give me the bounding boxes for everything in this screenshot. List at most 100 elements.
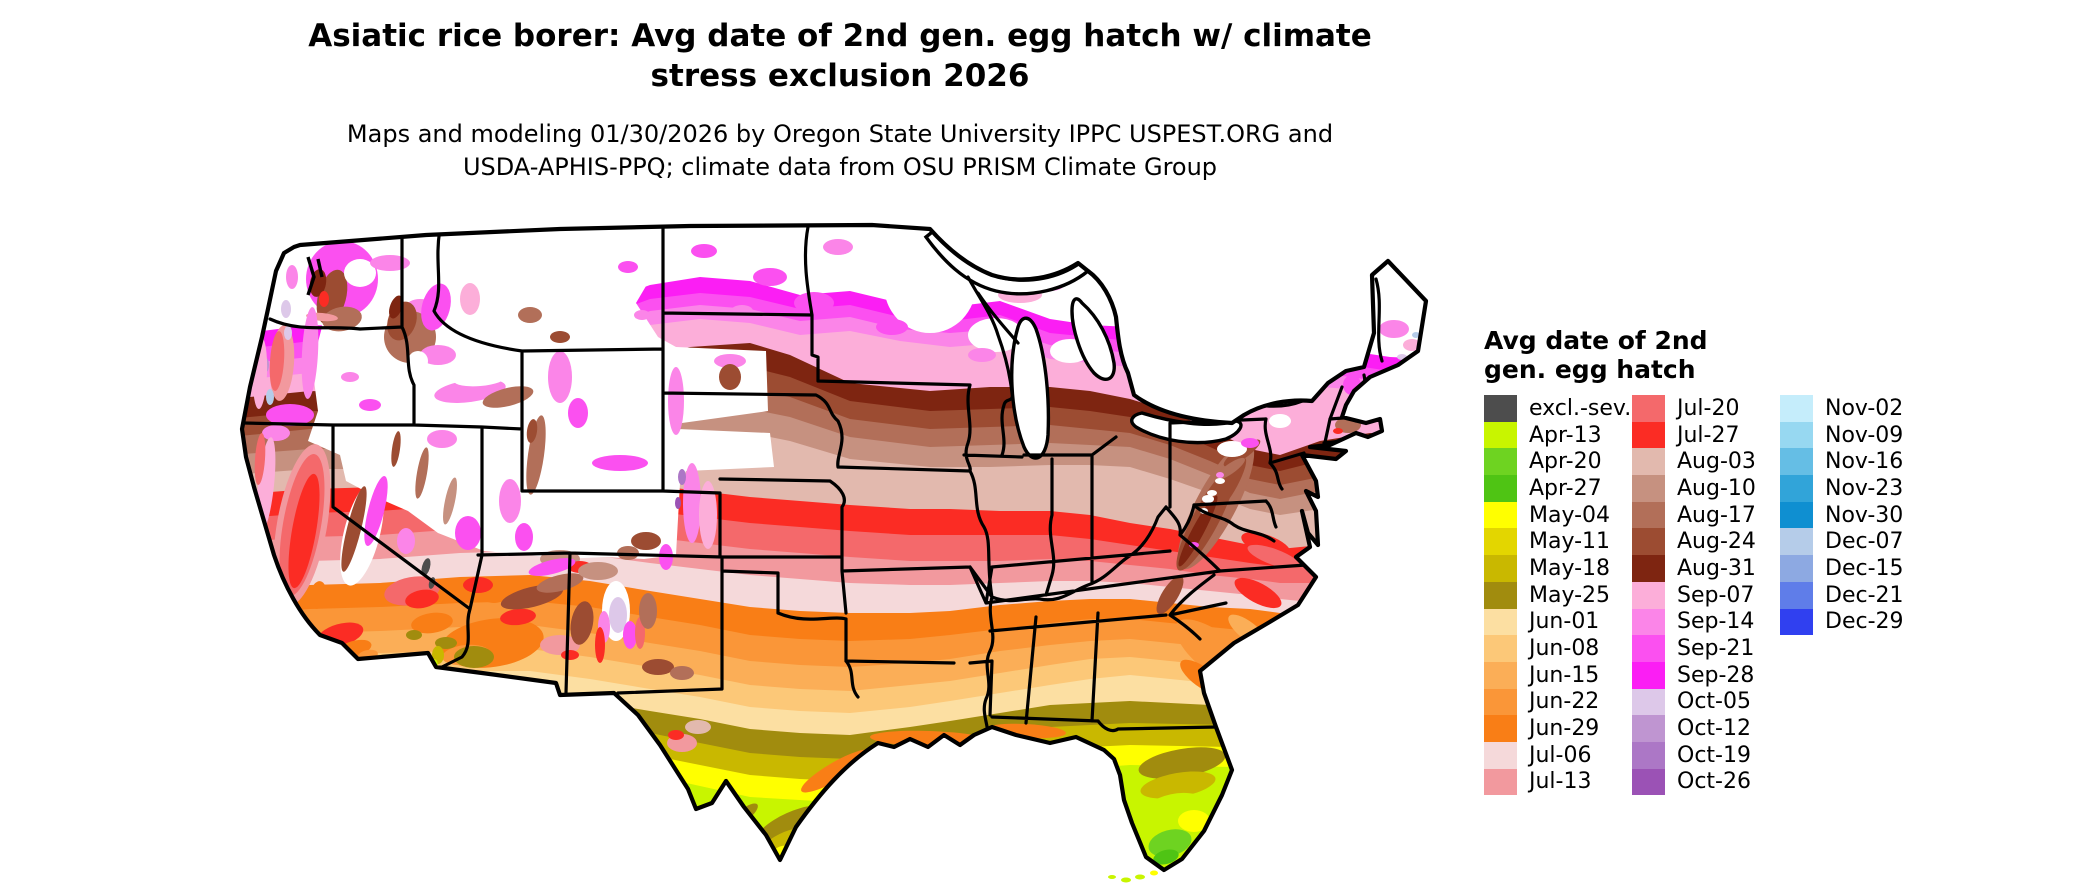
legend-swatch-sep07 (1632, 581, 1665, 609)
legend-label-aug03: Aug-03 (1677, 449, 1756, 475)
legend-entry-oct12: Oct-12 (1632, 715, 1780, 742)
legend-label-aug24: Aug-24 (1677, 529, 1756, 555)
legend-label-jul20: Jul-20 (1677, 395, 1740, 421)
title-line-1: Asiatic rice borer: Avg date of 2nd gen.… (308, 18, 1372, 54)
legend-entry-oct19: Oct-19 (1632, 741, 1780, 769)
legend-label-jul13: Jul-13 (1529, 769, 1592, 795)
legend-swatch-nov30 (1780, 501, 1813, 529)
legend-label-dec29: Dec-29 (1825, 609, 1904, 635)
legend-swatch-may11 (1484, 528, 1517, 556)
legend-entry-dec29: Dec-29 (1780, 608, 1928, 636)
legend-label-dec21: Dec-21 (1825, 582, 1904, 608)
legend-swatch-jun15 (1484, 661, 1517, 689)
legend-entry-apr27: Apr-27 (1484, 475, 1632, 502)
legend-label-dec15: Dec-15 (1825, 555, 1904, 581)
legend-swatch-aug10 (1632, 475, 1665, 502)
legend-entry-excl_sev: excl.-sev. (1484, 395, 1632, 422)
legend-swatch-may25 (1484, 581, 1517, 609)
legend-swatch-sep14 (1632, 608, 1665, 636)
legend-swatch-aug17 (1632, 501, 1665, 529)
legend-swatch-oct12 (1632, 715, 1665, 742)
legend-swatch-jun29 (1484, 715, 1517, 742)
legend-entry-jul27: Jul-27 (1632, 421, 1780, 449)
legend-entry-oct05: Oct-05 (1632, 688, 1780, 716)
legend-label-oct26: Oct-26 (1677, 769, 1751, 795)
legend-entry-aug17: Aug-17 (1632, 501, 1780, 529)
legend-label-jun29: Jun-29 (1529, 716, 1600, 742)
legend-label-excl_sev: excl.-sev. (1529, 395, 1632, 421)
legend-swatch-jul20 (1632, 395, 1665, 422)
map-west-terrain (252, 229, 774, 752)
figure-header: Asiatic rice borer: Avg date of 2nd gen.… (0, 16, 1680, 184)
legend-label-aug10: Aug-10 (1677, 475, 1756, 501)
us-map (239, 222, 1429, 883)
legend-label-nov02: Nov-02 (1825, 395, 1904, 421)
legend-label-jul27: Jul-27 (1677, 422, 1740, 448)
lake-huron (1070, 297, 1116, 382)
legend-swatch-aug24 (1632, 528, 1665, 556)
legend-column-1: excl.-sev. Apr-13 Apr-20 Apr-27 May-04 May-11… (1484, 395, 1632, 796)
legend-label-may25: May-25 (1529, 582, 1611, 608)
legend-entry-aug10: Aug-10 (1632, 475, 1780, 502)
legend-swatch-jul06 (1484, 741, 1517, 769)
legend-swatch-sep28 (1632, 661, 1665, 689)
legend: Avg date of 2nd gen. egg hatch excl.-sev… (1484, 326, 1928, 796)
legend-swatch-dec21 (1780, 581, 1813, 609)
legend-label-dec07: Dec-07 (1825, 529, 1904, 555)
legend-swatch-nov09 (1780, 421, 1813, 449)
legend-entry-aug03: Aug-03 (1632, 448, 1780, 476)
legend-entry-apr20: Apr-20 (1484, 448, 1632, 476)
legend-swatch-jun08 (1484, 635, 1517, 662)
legend-entry-jul20: Jul-20 (1632, 395, 1780, 422)
legend-entry-sep21: Sep-21 (1632, 635, 1780, 662)
legend-label-sep07: Sep-07 (1677, 582, 1755, 608)
legend-entry-dec15: Dec-15 (1780, 555, 1928, 582)
legend-label-jun08: Jun-08 (1529, 636, 1600, 662)
legend-swatch-excl_sev (1484, 395, 1517, 422)
legend-entry-nov30: Nov-30 (1780, 501, 1928, 529)
legend-title-line-1: Avg date of 2nd (1484, 326, 1708, 355)
us-outline (239, 222, 1429, 873)
legend-entry-jul06: Jul-06 (1484, 741, 1632, 769)
legend-label-nov09: Nov-09 (1825, 422, 1904, 448)
legend-entry-apr13: Apr-13 (1484, 421, 1632, 449)
florida-keys (1108, 870, 1158, 883)
legend-label-nov30: Nov-30 (1825, 502, 1904, 528)
legend-label-apr20: Apr-20 (1529, 449, 1602, 475)
legend-swatch-dec07 (1780, 528, 1813, 556)
legend-entry-nov23: Nov-23 (1780, 475, 1928, 502)
map-container (230, 215, 1460, 885)
legend-entry-jun29: Jun-29 (1484, 715, 1632, 742)
legend-label-may04: May-04 (1529, 502, 1611, 528)
legend-entry-may11: May-11 (1484, 528, 1632, 556)
legend-entry-sep07: Sep-07 (1632, 581, 1780, 609)
legend-entry-jun15: Jun-15 (1484, 661, 1632, 689)
legend-swatch-nov16 (1780, 448, 1813, 476)
legend-label-nov23: Nov-23 (1825, 475, 1904, 501)
legend-entry-nov02: Nov-02 (1780, 395, 1928, 422)
puget-sound-detail (306, 256, 324, 296)
legend-label-apr27: Apr-27 (1529, 475, 1602, 501)
legend-label-jun15: Jun-15 (1529, 662, 1600, 688)
title-line-2: stress exclusion 2026 (650, 58, 1030, 94)
legend-entry-may18: May-18 (1484, 555, 1632, 582)
legend-columns: excl.-sev. Apr-13 Apr-20 Apr-27 May-04 May-11… (1484, 395, 1928, 796)
legend-label-jun22: Jun-22 (1529, 689, 1600, 715)
legend-entry-aug31: Aug-31 (1632, 555, 1780, 582)
legend-swatch-dec29 (1780, 608, 1813, 636)
legend-entry-nov16: Nov-16 (1780, 448, 1928, 476)
legend-entry-jun01: Jun-01 (1484, 608, 1632, 636)
legend-label-apr13: Apr-13 (1529, 422, 1602, 448)
legend-swatch-apr20 (1484, 448, 1517, 476)
legend-swatch-apr13 (1484, 421, 1517, 449)
legend-swatch-aug03 (1632, 448, 1665, 476)
legend-swatch-oct05 (1632, 688, 1665, 716)
legend-label-jul06: Jul-06 (1529, 742, 1592, 768)
legend-entry-sep28: Sep-28 (1632, 661, 1780, 689)
legend-label-sep21: Sep-21 (1677, 636, 1755, 662)
legend-label-oct19: Oct-19 (1677, 742, 1751, 768)
legend-swatch-aug31 (1632, 555, 1665, 582)
legend-entry-aug24: Aug-24 (1632, 528, 1780, 556)
legend-entry-oct26: Oct-26 (1632, 768, 1780, 796)
legend-swatch-jul27 (1632, 421, 1665, 449)
